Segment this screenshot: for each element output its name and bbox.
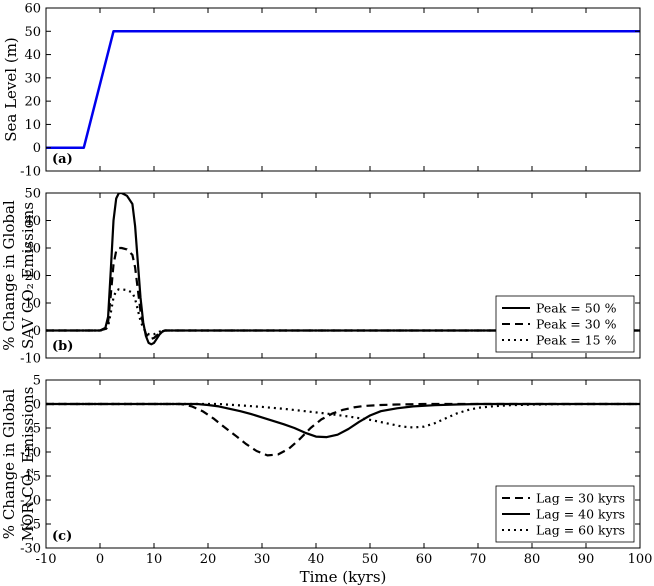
y-axis-label: % Change in Global	[0, 389, 18, 540]
x-tick-label: 70	[470, 552, 487, 567]
axes-box	[45, 379, 641, 549]
legend-entry: Peak = 15 %	[536, 333, 617, 348]
x-tick-label: 40	[308, 552, 325, 567]
x-tick-label: 60	[416, 552, 433, 567]
legend-entry: Lag = 60 kyrs	[536, 523, 625, 538]
legend-entry: Peak = 50 %	[536, 301, 617, 316]
y-tick-label: 60	[24, 2, 41, 17]
panel-label: (b)	[52, 339, 73, 354]
x-tick-label: 0	[96, 552, 104, 567]
y-tick-label: 10	[24, 118, 41, 133]
series-line-2	[46, 246, 640, 340]
x-tick-label: 80	[524, 552, 541, 567]
legend-entry: Peak = 30 %	[536, 317, 617, 332]
y-tick-label: 20	[24, 269, 41, 284]
y-tick-label: 30	[24, 71, 41, 86]
y-tick-label: 0	[33, 324, 41, 339]
y-axis-label: SAV CO₂ Emissions	[19, 202, 37, 349]
y-tick-label: 0	[33, 141, 41, 156]
series-line-1	[46, 193, 640, 346]
y-tick-label: -10	[20, 165, 41, 180]
y-tick-label: -15	[20, 470, 41, 485]
panel-label: (a)	[52, 152, 73, 167]
x-tick-label: -10	[36, 552, 57, 567]
y-tick-label: 40	[24, 48, 41, 63]
x-tick-label: 10	[146, 552, 163, 567]
x-tick-label: 50	[362, 552, 379, 567]
x-tick-label: 90	[578, 552, 595, 567]
y-tick-label: -10	[20, 446, 41, 461]
panel-c: -30 -25 -20 -15 -10 -5 0 5 -10 0 10 20 30 40 50 60 70 80 9…	[0, 374, 652, 586]
x-tick-label: 30	[254, 552, 271, 567]
y-tick-label: 50	[24, 187, 41, 202]
series-line-1	[46, 402, 640, 457]
y-tick-label: -5	[28, 422, 41, 437]
y-tick-label: -20	[20, 494, 41, 509]
panel-b: -10 0 10 20 30 40 50 (b) % Change in Global SAV C…	[0, 187, 641, 367]
panel-a: -10 0 10 20 30 40 50 60 (a) Sea Level (m)	[2, 2, 641, 180]
x-tick-label: 100	[628, 552, 653, 567]
y-tick-label: 0	[33, 398, 41, 413]
x-axis-label: Time (kyrs)	[300, 568, 387, 586]
y-axis-label: MOR CO₂ Emissions	[19, 387, 37, 542]
y-axis-label: % Change in Global	[0, 200, 18, 351]
series-line-2	[46, 402, 640, 439]
legend-entry: Lag = 30 kyrs	[536, 491, 625, 506]
y-tick-label: -10	[20, 352, 41, 367]
y-tick-label: 30	[24, 242, 41, 257]
y-tick-label: 50	[24, 25, 41, 40]
legend-entry: Lag = 40 kyrs	[536, 507, 625, 522]
x-tick-label: 20	[200, 552, 217, 567]
y-tick-label: 20	[24, 95, 41, 110]
axes-box	[45, 7, 641, 172]
y-tick-label: 10	[24, 297, 41, 312]
y-tick-label: -30	[20, 542, 41, 557]
panel-label: (c)	[52, 529, 72, 544]
y-tick-label: 40	[24, 214, 41, 229]
series-line-1	[46, 30, 640, 149]
y-tick-label: 5	[33, 374, 41, 389]
legend: Peak = 50 %Peak = 30 %Peak = 15 %	[495, 295, 635, 353]
series-line-3	[46, 402, 640, 429]
y-axis-label: Sea Level (m)	[2, 37, 20, 142]
y-tick-label: -25	[20, 518, 41, 533]
